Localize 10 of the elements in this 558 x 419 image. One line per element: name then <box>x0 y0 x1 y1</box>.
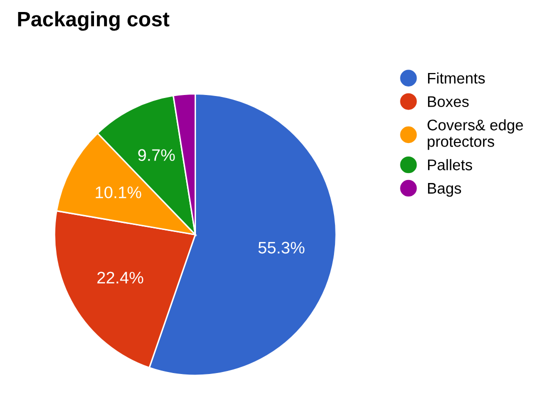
data-label: 55.3% <box>258 242 304 254</box>
data-label: 9.7% <box>138 149 175 161</box>
legend-label: Bags <box>428 183 462 197</box>
legend-label: Boxes <box>428 96 469 108</box>
data-label: 22.4% <box>97 272 144 284</box>
legend-label: Covers& edge protectors <box>428 119 523 150</box>
legend-label: Fitments <box>428 72 485 84</box>
chart-title: Packaging cost <box>18 11 170 31</box>
data-label: 10.1% <box>96 186 142 198</box>
legend-label: Pallets <box>428 159 472 170</box>
